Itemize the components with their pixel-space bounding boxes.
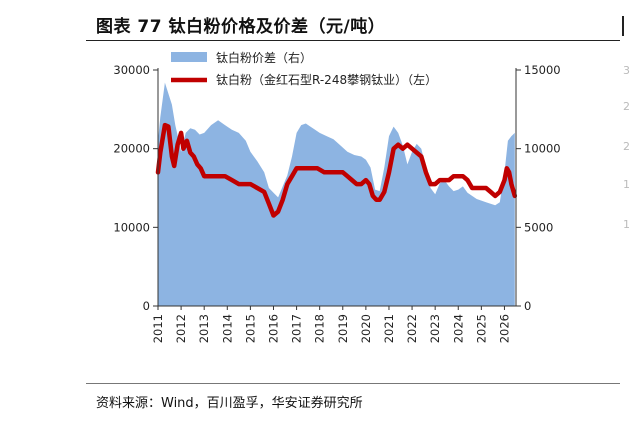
x-tick-label: 2021 [382, 314, 396, 343]
x-tick-label: 2012 [174, 314, 188, 343]
left-tick-label: 10000 [113, 220, 150, 234]
x-tick-label: 2020 [359, 314, 373, 343]
legend-label-price: 钛白粉（金红石型R-248攀钢钛业）（左） [216, 72, 437, 87]
x-tick-label: 2016 [266, 314, 280, 343]
adjacent-figure-tick: 2 [623, 140, 630, 153]
title-divider [86, 40, 620, 41]
x-tick-label: 2014 [220, 314, 234, 343]
adjacent-figure-tick: 1 [623, 218, 630, 231]
x-tick-label: 2019 [336, 314, 350, 343]
legend-swatch-spread [171, 52, 207, 62]
figure-title: 图表 77 钛白粉价格及价差（元/吨） [96, 17, 386, 37]
adjacent-figure-tick: 1 [623, 178, 630, 191]
x-tick-label: 2017 [290, 314, 304, 343]
adjacent-figure-tick: 2 [623, 100, 630, 113]
source-note: 资料来源：Wind，百川盈孚，华安证券研究所 [96, 396, 363, 411]
left-tick-label: 20000 [113, 142, 150, 156]
left-tick-label: 30000 [113, 63, 150, 77]
series-price-line [155, 122, 518, 218]
legend-label-spread: 钛白粉价差（右） [216, 50, 312, 65]
right-tick-label: 10000 [524, 142, 561, 156]
legend: 钛白粉价差（右） 钛白粉（金红石型R-248攀钢钛业）（左） [171, 50, 437, 87]
axes: 0 10000 20000 30000 0 5000 10000 15000 2011 2012 2… [113, 63, 560, 343]
x-tick-label: 2018 [313, 314, 327, 343]
x-tick-label: 2015 [243, 314, 257, 343]
x-tick-label: 2025 [474, 314, 488, 343]
x-tick-label: 2024 [451, 314, 465, 343]
x-tick-label: 2011 [151, 314, 165, 343]
x-tick-label: 2022 [405, 314, 419, 343]
adjacent-figure-edge [622, 16, 630, 36]
source-divider [86, 383, 620, 384]
x-tick-label: 2026 [497, 314, 511, 343]
right-tick-label: 0 [524, 299, 531, 313]
right-tick-label: 15000 [524, 63, 561, 77]
series-spread-area [158, 82, 515, 306]
right-tick-label: 5000 [524, 220, 553, 234]
adjacent-figure-tick: 3 [623, 64, 630, 77]
x-tick-label: 2023 [428, 314, 442, 343]
x-tick-label: 2013 [197, 314, 211, 343]
left-tick-label: 0 [143, 299, 150, 313]
plot-area [155, 82, 518, 306]
